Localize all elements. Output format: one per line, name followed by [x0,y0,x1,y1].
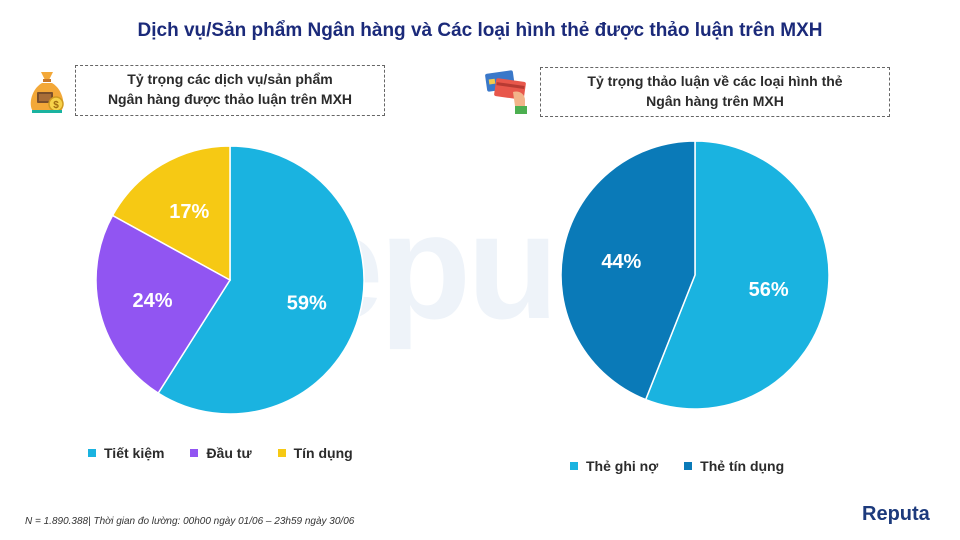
pie-label-0: 56% [749,279,789,301]
legend-label: Tín dụng [293,445,353,461]
legend-swatch [88,449,96,457]
legend-label: Tiết kiệm [104,445,165,461]
pie-label-1: 44% [601,251,641,273]
pie-slice-1 [95,214,232,395]
left-pie-chart: 59% 24% 17% [95,145,365,415]
legend-swatch [190,449,199,457]
reputa-logo: Reputa [862,503,930,526]
legend-label: Thẻ ghi nợ [586,458,659,474]
pie-slice-0 [644,140,830,410]
pie-label-0: 59% [287,292,327,314]
pie-slice-1 [560,140,696,401]
pie-slice-2 [111,145,231,282]
pie-slice-0 [157,145,365,415]
legend-label: Thẻ tín dụng [700,458,785,474]
right-chart-title-line2: Ngân hàng trên MXH [646,93,784,109]
right-legend: Thẻ ghi nợ Thẻ tín dụng [570,458,784,474]
footnote: N = 1.890.388| Thời gian đo lường: 00h00… [25,516,355,527]
legend-swatch [277,449,286,457]
legend-item-tiet-kiem: Tiết kiệm [88,445,164,461]
page-title: Dịch vụ/Sản phẩm Ngân hàng và Các loại h… [137,20,823,41]
legend-swatch [570,462,578,470]
pie-label-1: 24% [132,290,172,312]
right-pie-chart: 56% 44% [560,140,830,410]
legend-item-the-ghi-no: Thẻ ghi nợ [570,458,658,474]
legend-item-the-tin-dung: Thẻ tín dụng [684,458,784,474]
left-chart-title-line2: Ngân hàng được thảo luận trên MXH [107,91,353,107]
logo-text: Reputa [862,503,930,525]
legend-item-dau-tu: Đầu tư [190,445,252,461]
left-legend: Tiết kiệm Đầu tư Tín dụng [88,445,353,461]
money-bag-icon: $ [28,68,66,119]
legend-item-tin-dung: Tín dụng [277,445,353,461]
left-chart-title-line1: Tỷ trọng các dịch vụ/sản phẩm [127,71,333,87]
pie-label-2: 17% [169,201,209,223]
credit-card-hand-icon [483,68,531,121]
left-chart-title-box: Tỷ trọng các dịch vụ/sản phẩm Ngân hàng … [75,65,385,116]
right-chart-title-box: Tỷ trọng thảo luận về các loại hình thẻ … [540,67,890,117]
legend-swatch [684,462,693,470]
legend-label: Đầu tư [206,445,252,461]
svg-text:$: $ [53,100,59,111]
right-chart-title-line1: Tỷ trọng thảo luận về các loại hình thẻ [587,73,843,89]
